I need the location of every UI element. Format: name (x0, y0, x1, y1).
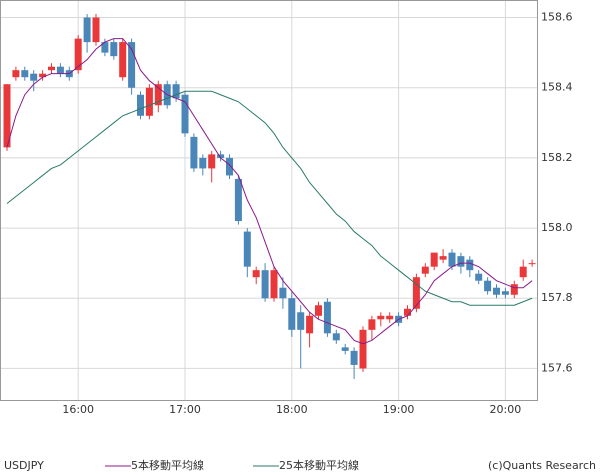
candle-body (341, 347, 349, 351)
candle-body (92, 17, 100, 43)
candle-body (243, 231, 251, 267)
legend-label: 5本移動平均線 (131, 458, 204, 472)
candle-body (386, 315, 394, 320)
candle-body (252, 270, 260, 278)
y-tick-label: 157.6 (541, 361, 573, 374)
x-tick-label: 20:00 (490, 403, 522, 416)
candle-body (279, 287, 287, 299)
candle-body (172, 84, 180, 99)
y-tick-label: 158.2 (541, 151, 573, 164)
x-tick-label: 18:00 (276, 403, 308, 416)
candle-body (83, 17, 91, 43)
y-tick-label: 158.4 (541, 81, 573, 94)
candle-body (199, 157, 207, 169)
x-tick-label: 17:00 (169, 403, 201, 416)
candle-body (12, 70, 20, 78)
candle-body (128, 42, 136, 88)
candle-body (190, 136, 198, 169)
candle-body (377, 315, 385, 320)
candle-body (457, 256, 465, 267)
candle-body (56, 66, 64, 74)
candle-body (137, 94, 144, 116)
candle-body (510, 284, 518, 295)
candle-body (74, 38, 82, 71)
candle-body (21, 70, 29, 78)
ma-line (6, 38, 533, 345)
candle-body (315, 305, 322, 316)
candle-body (501, 291, 509, 295)
candle-body (208, 154, 216, 169)
candle-body (421, 266, 429, 274)
candle-body (430, 252, 438, 267)
candle-body (119, 42, 127, 78)
candle-body (528, 263, 536, 265)
candle-body (297, 312, 305, 330)
symbol: USDJPY (4, 459, 44, 472)
plot-border (0, 0, 538, 401)
candle-body (306, 315, 314, 334)
candle-body (484, 280, 492, 292)
candle-body (323, 301, 331, 334)
candle-body (39, 73, 47, 78)
candle-body (448, 252, 456, 267)
legend-label: 25本移動平均線 (279, 458, 359, 472)
candle-body (493, 287, 500, 295)
candle-body (288, 298, 296, 330)
candle-body (359, 329, 367, 369)
candle-body (350, 350, 358, 365)
candle-body (48, 66, 55, 71)
candle-body (234, 178, 242, 222)
candle-body (154, 84, 162, 106)
candle-body (519, 266, 527, 278)
y-tick-label: 158.0 (541, 221, 573, 234)
candle-body (261, 270, 269, 299)
candle-body (226, 157, 233, 176)
y-tick-label: 157.8 (541, 291, 573, 304)
candle-body (110, 42, 118, 57)
ma-line (6, 90, 533, 306)
candle-body (217, 154, 225, 158)
candle-body (3, 84, 11, 148)
x-tick-label: 16:00 (62, 403, 94, 416)
candle-body (270, 270, 278, 299)
candle-body (466, 259, 474, 271)
candle-body (332, 333, 340, 341)
candle-body (404, 308, 411, 316)
candle-body (181, 94, 189, 134)
y-tick-label: 158.6 (541, 11, 573, 24)
candle-body (412, 277, 420, 309)
candle-body (101, 42, 109, 53)
candle-body (30, 73, 38, 81)
candle-body (368, 319, 376, 330)
candle-body (439, 256, 447, 260)
x-tick-label: 19:00 (383, 403, 415, 416)
candle-body (145, 87, 153, 116)
source: (c)Quants Research (488, 459, 596, 472)
candle-body (475, 273, 483, 281)
